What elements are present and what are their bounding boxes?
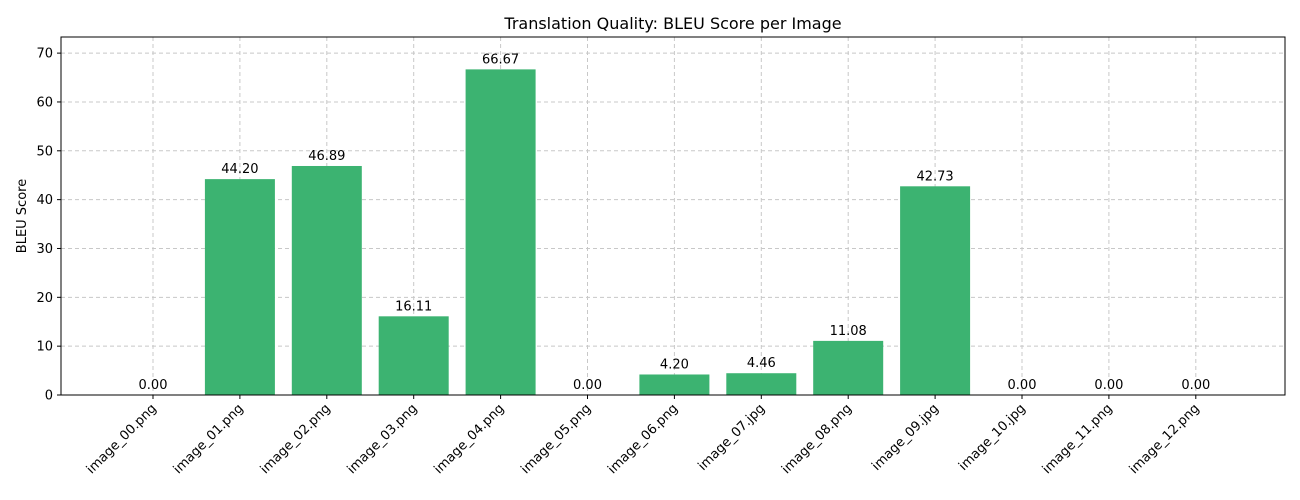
bar-value-label: 0.00 (1094, 378, 1123, 393)
bar-value-label: 0.00 (139, 378, 168, 393)
y-axis-label: BLEU Score (15, 179, 30, 253)
x-tick-label: image_06.png (605, 401, 681, 477)
bars: 0.00 44.20 46.89 16.11 66.67 0.00 4.20 4.46 11.0… (139, 52, 1210, 396)
bar-value-label: 4.20 (660, 357, 689, 372)
y-tick-label: 0 (45, 389, 53, 404)
bar (813, 340, 884, 395)
x-tick-label: image_05.png (518, 401, 594, 477)
bar-value-label: 46.89 (308, 149, 345, 164)
y-tick-label: 20 (36, 291, 53, 306)
bar (726, 373, 797, 395)
bar-value-label: 66.67 (482, 52, 519, 67)
x-tick-label: image_12.png (1127, 401, 1203, 477)
y-tick-label: 50 (36, 144, 53, 159)
y-tick-label: 70 (36, 47, 53, 62)
y-tick-label: 60 (36, 95, 53, 110)
x-tick-label: image_08.png (779, 401, 855, 477)
bar (900, 186, 971, 395)
bar-value-label: 4.46 (747, 356, 776, 371)
y-tick-label: 40 (36, 193, 53, 208)
x-tick-label: image_02.png (258, 401, 334, 477)
bar-value-label: 42.73 (916, 169, 953, 184)
x-tick-label: image_09.jpg (869, 401, 942, 474)
bar (465, 69, 536, 396)
x-tick-label: image_01.png (171, 401, 247, 477)
plot-frame (60, 36, 1286, 396)
x-tick-label: image_04.png (431, 401, 507, 477)
x-tick-label: image_00.png (84, 401, 160, 477)
bar-value-label: 0.00 (1181, 378, 1210, 393)
bar-value-label: 44.20 (221, 162, 258, 177)
chart-title: Translation Quality: BLEU Score per Imag… (503, 14, 841, 33)
bar-value-label: 0.00 (573, 378, 602, 393)
x-tick-label: image_07.jpg (695, 401, 768, 474)
bar-value-label: 0.00 (1008, 378, 1037, 393)
bar (291, 165, 362, 395)
x-tick-label: image_11.png (1040, 401, 1116, 477)
bar (639, 374, 710, 395)
bar-value-label: 11.08 (830, 324, 867, 339)
bar (378, 316, 449, 395)
x-tick-label: image_03.png (345, 401, 421, 477)
bar (204, 179, 275, 395)
x-tick-label: image_10.jpg (956, 401, 1029, 474)
y-tick-label: 10 (36, 340, 53, 355)
y-tick-label: 30 (36, 242, 53, 257)
bar-value-label: 16.11 (395, 299, 432, 314)
